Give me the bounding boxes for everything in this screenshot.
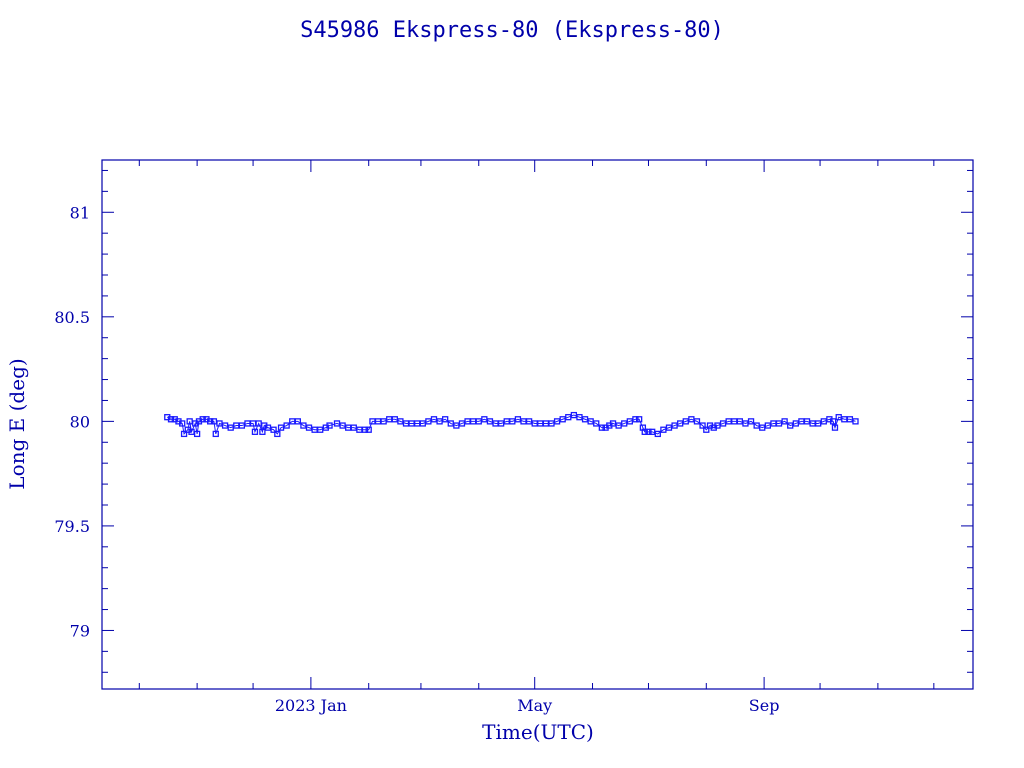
- data-point: [270, 426, 277, 433]
- chart-title: S45986 Ekspress-80 (Ekspress-80): [300, 18, 724, 43]
- data-point: [593, 420, 600, 427]
- data-point: [635, 416, 643, 423]
- data-points: [164, 411, 859, 438]
- data-point: [699, 422, 706, 429]
- axis-ticks: [102, 160, 973, 689]
- data-point: [212, 430, 219, 438]
- y-axis-label: Long E (deg): [5, 358, 29, 489]
- data-point: [274, 430, 281, 438]
- data-point: [641, 428, 648, 435]
- y-tick-label: 80.5: [54, 308, 90, 327]
- data-point: [361, 426, 369, 433]
- data-point: [442, 416, 449, 423]
- x-axis-label: Time(UTC): [482, 720, 594, 744]
- y-tick-labels: 79 79.5 80 80.5 81: [54, 203, 90, 640]
- plot-frame: [101, 159, 974, 690]
- data-point: [747, 418, 755, 425]
- data-point: [598, 424, 605, 431]
- data-point: [632, 416, 639, 423]
- data-point: [365, 426, 372, 433]
- data-point: [167, 416, 175, 423]
- y-tick-label: 79.5: [54, 517, 90, 536]
- data-point: [259, 428, 266, 435]
- data-point: [693, 418, 701, 425]
- data-point: [654, 430, 661, 438]
- data-point: [294, 418, 301, 425]
- x-tick-label: May: [517, 696, 552, 715]
- y-tick-label: 80: [70, 412, 90, 431]
- data-point: [781, 418, 788, 425]
- x-tick-labels: 2023 Jan May Sep: [275, 696, 780, 715]
- data-point: [199, 416, 206, 423]
- x-tick-label: Sep: [749, 696, 780, 715]
- x-tick-label: 2023 Jan: [275, 696, 347, 715]
- data-point: [829, 418, 837, 425]
- data-point: [251, 428, 259, 435]
- data-point: [852, 418, 859, 425]
- y-tick-label: 81: [70, 203, 90, 222]
- data-point: [193, 430, 201, 438]
- data-point: [326, 422, 333, 429]
- data-point: [831, 424, 839, 431]
- y-tick-label: 79: [70, 621, 90, 640]
- data-point: [207, 418, 214, 425]
- data-point: [179, 420, 186, 427]
- data-point: [703, 426, 710, 433]
- data-point: [283, 422, 290, 429]
- data-point: [645, 428, 652, 435]
- data-point: [180, 430, 188, 438]
